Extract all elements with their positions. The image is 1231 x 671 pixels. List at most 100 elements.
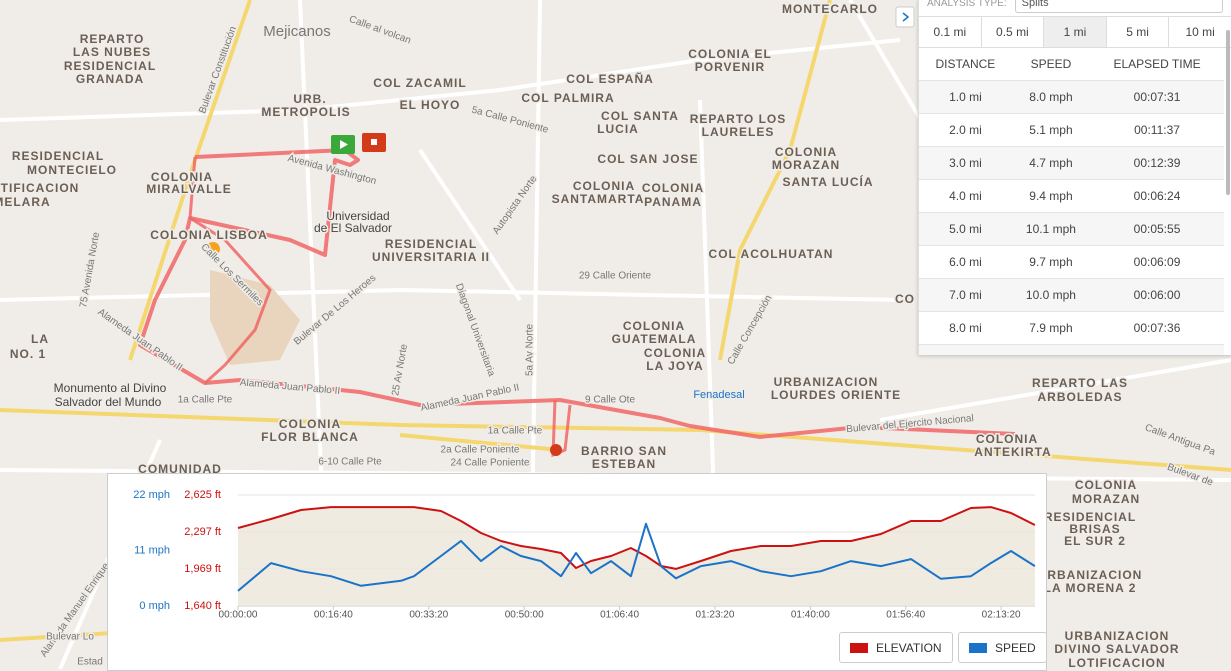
table-row: 7.0 mi 10.0 mph 00:06:00 bbox=[919, 278, 1224, 312]
map-label: COLONIA bbox=[976, 432, 1038, 446]
map-label: 1a Calle Pte bbox=[178, 395, 233, 406]
table-cell: 4.7 mph bbox=[1011, 146, 1091, 180]
y2-tick-label: 0 mph bbox=[139, 600, 170, 612]
stop-icon bbox=[371, 139, 377, 145]
map-label: LA MORENA 2 bbox=[1044, 581, 1137, 595]
tab[interactable]: 0.1 mi bbox=[919, 17, 982, 47]
map-label: COLONIA bbox=[1075, 478, 1137, 492]
map-label: GUATEMALA bbox=[612, 332, 697, 346]
map-label: 1a Calle Pte bbox=[488, 426, 543, 437]
table-row: 3.0 mi 4.7 mph 00:12:39 bbox=[919, 146, 1224, 180]
tab[interactable]: 10 mi bbox=[1169, 17, 1231, 47]
map-label: RESIDENCIAL bbox=[385, 237, 477, 251]
map-label: GRANADA bbox=[76, 72, 144, 86]
map-label: MORAZAN bbox=[1072, 492, 1140, 506]
map-label: LUCIA bbox=[597, 122, 639, 136]
map-label: COLONIA bbox=[775, 145, 837, 159]
table-cell: 3.0 mi bbox=[919, 146, 1012, 180]
table-row: 1.0 mi 8.0 mph 00:07:31 bbox=[919, 80, 1224, 114]
map-label: 9 Calle Ote bbox=[585, 395, 635, 406]
map-label: PORVENIR bbox=[695, 60, 765, 74]
map-label: BARRIO SAN bbox=[581, 444, 667, 458]
table-cell: 9.4 mph bbox=[1011, 179, 1091, 213]
fire-marker bbox=[206, 242, 220, 256]
tab[interactable]: 1 mi bbox=[1044, 17, 1107, 47]
table-cell: 8.0 mph bbox=[1011, 80, 1091, 114]
tab[interactable]: 0.5 mi bbox=[982, 17, 1045, 47]
column-header: SPEED bbox=[1030, 57, 1072, 71]
legend-speed[interactable]: SPEED bbox=[958, 632, 1047, 663]
map-label: MIRALVALLE bbox=[146, 182, 232, 196]
map-label: LOURDES ORIENTE bbox=[771, 388, 901, 402]
map-label: REPARTO LOS bbox=[690, 112, 787, 126]
table-cell: 00:12:39 bbox=[1090, 146, 1224, 180]
map-label: EL SUR 2 bbox=[1064, 534, 1126, 548]
table-row: 4.0 mi 9.4 mph 00:06:24 bbox=[919, 179, 1224, 213]
map-label: SANTA LUCÍA bbox=[783, 174, 874, 189]
legend-label: ELEVATION bbox=[876, 640, 942, 655]
map-label: FLOR BLANCA bbox=[261, 430, 359, 444]
table-cell: 00:06:24 bbox=[1090, 179, 1224, 213]
map-label: LA JOYA bbox=[646, 359, 703, 373]
scrollbar[interactable] bbox=[1226, 30, 1230, 195]
map-label: COLONIA bbox=[279, 417, 341, 431]
legend-swatch bbox=[850, 642, 868, 653]
y2-tick-label: 11 mph bbox=[134, 544, 170, 556]
table-cell: 00:06:47 bbox=[1090, 344, 1224, 355]
map-label: 5a Av Norte bbox=[525, 324, 536, 377]
x-tick-label: 01:23:20 bbox=[695, 610, 734, 621]
table-header: DISTANCE SPEED ELAPSED TIME bbox=[919, 48, 1224, 81]
map-label: 2a Calle Poniente bbox=[441, 445, 520, 456]
series-line bbox=[237, 506, 1036, 570]
y-tick-label: 1,969 ft bbox=[184, 563, 221, 575]
tab[interactable]: 5 mi bbox=[1107, 17, 1170, 47]
map-label: RESIDENCIAL bbox=[64, 59, 156, 73]
x-tick-label: 00:16:40 bbox=[314, 610, 353, 621]
collapse-button[interactable] bbox=[895, 6, 915, 28]
column-header: ELAPSED TIME bbox=[1113, 57, 1201, 71]
table-cell: 00:07:31 bbox=[1090, 80, 1224, 114]
map-label: COL ZACAMIL bbox=[373, 76, 466, 90]
map-label: 6-10 Calle Pte bbox=[318, 457, 382, 468]
table-body: 1.0 mi 8.0 mph 00:07:31 2.0 mi 5.1 mph 00:11:… bbox=[919, 80, 1224, 355]
map-label: COLONIA bbox=[644, 346, 706, 360]
y-tick-label: 2,297 ft bbox=[184, 526, 221, 538]
map-label: MONTECARLO bbox=[782, 2, 878, 16]
map-label: URB. bbox=[293, 92, 326, 106]
series-line bbox=[237, 522, 1036, 592]
table-cell: 9.0 mi bbox=[919, 344, 1012, 355]
map-label: Bulevar Lo bbox=[46, 632, 94, 643]
table-cell: 7.0 mi bbox=[919, 278, 1012, 312]
legend-elevation[interactable]: ELEVATION bbox=[839, 632, 953, 663]
map-label: NO. 1 bbox=[10, 347, 46, 361]
map-label: CO bbox=[895, 292, 915, 306]
map-label: REPARTO LAS bbox=[1032, 376, 1128, 390]
map-label: MONTECIELO bbox=[27, 163, 117, 177]
table-row: 6.0 mi 9.7 mph 00:06:09 bbox=[919, 245, 1224, 279]
map-label: COL SAN JOSE bbox=[597, 152, 698, 166]
table-cell: 9.7 mph bbox=[1011, 245, 1091, 279]
table-row: 5.0 mi 10.1 mph 00:05:55 bbox=[919, 212, 1224, 246]
map-label: LAURELES bbox=[702, 125, 775, 139]
elevation-speed-chart: 1,640 ft 1,969 ft 2,297 ft 2,625 ft 0 mph 11 … bbox=[133, 489, 1036, 621]
map-label: Monumento al Divino bbox=[54, 381, 167, 395]
map-label: ESTEBAN bbox=[592, 457, 656, 471]
map-label: 29 Calle Oriente bbox=[579, 271, 652, 282]
table-row: 2.0 mi 5.1 mph 00:11:37 bbox=[919, 113, 1224, 147]
map-label: COLONIA EL bbox=[688, 47, 772, 61]
map-label: Fenadesal bbox=[693, 389, 744, 401]
table-cell: 7.9 mph bbox=[1011, 311, 1091, 345]
route bbox=[138, 148, 1016, 439]
map-label: LAS NUBES bbox=[73, 45, 151, 59]
map-label: COL SANTA bbox=[601, 109, 679, 123]
analysis-select[interactable]: Splits bbox=[1014, 0, 1223, 13]
table-cell: 6.0 mi bbox=[919, 245, 1012, 279]
map-label: REPARTO bbox=[80, 32, 145, 46]
map-label: URBANIZACION bbox=[1038, 568, 1143, 582]
x-tick-label: 01:06:40 bbox=[600, 610, 639, 621]
x-tick-label: 00:50:00 bbox=[505, 610, 544, 621]
map-label: Mejicanos bbox=[263, 23, 331, 40]
map-label: COLONIA LISBOA bbox=[150, 228, 268, 242]
